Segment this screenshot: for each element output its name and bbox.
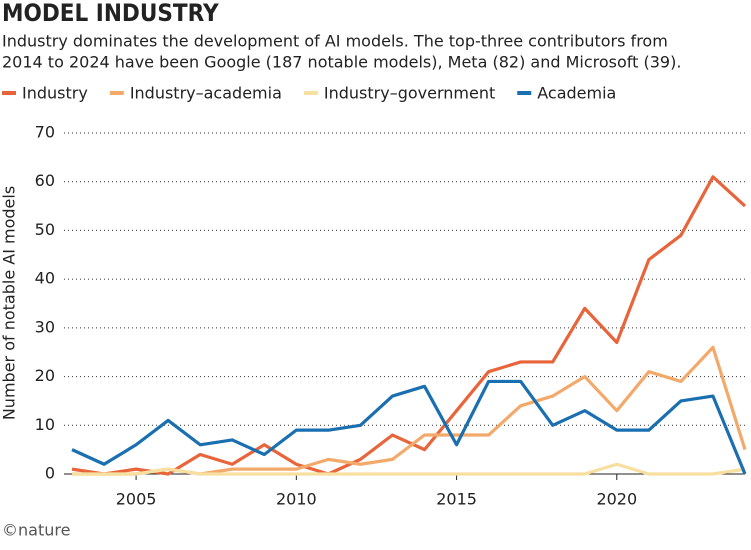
subtitle: 2014 to 2024 have been Google (187 notab… (2, 53, 681, 72)
line-series (71, 379, 747, 475)
x-tick-label: 2010 (276, 490, 317, 509)
legend-label: Industry–government (324, 84, 495, 103)
source: ©nature (2, 521, 70, 540)
y-tick-label: 30 (35, 317, 55, 336)
subtitle: Industry dominates the development of AI… (2, 32, 668, 51)
y-tick-label: 0 (45, 464, 55, 483)
y-axis-label: Number of notable AI models (0, 186, 19, 420)
x-tick-label: 2020 (596, 490, 637, 509)
x-tick-label: 2005 (116, 490, 157, 509)
chart-title: MODEL INDUSTRY (2, 0, 219, 27)
x-tick-label: 2015 (436, 490, 477, 509)
y-tick-label: 40 (35, 269, 55, 288)
y-tick-label: 50 (35, 220, 55, 239)
y-tick-label: 20 (35, 366, 55, 385)
line-series (72, 345, 747, 476)
legend-label: Industry–academia (130, 84, 282, 103)
y-tick-label: 60 (35, 171, 55, 190)
y-tick-label: 10 (35, 415, 55, 434)
line-series (71, 175, 747, 476)
legend-label: Industry (22, 84, 88, 103)
legend-label: Academia (537, 84, 616, 103)
line-series (72, 462, 746, 476)
y-tick-label: 70 (35, 123, 55, 142)
